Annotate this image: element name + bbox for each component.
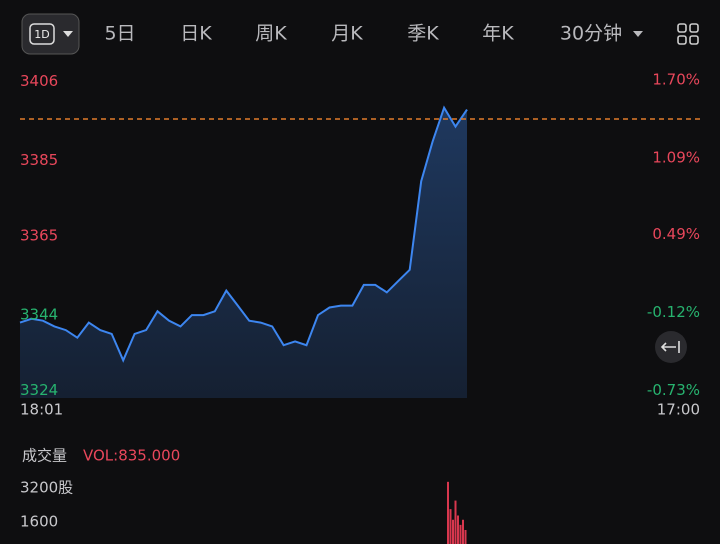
tab[interactable]: 年K bbox=[482, 23, 514, 45]
dropdown-caret bbox=[63, 31, 73, 37]
tab[interactable]: 季K bbox=[407, 23, 439, 45]
volume-bar bbox=[452, 519, 454, 544]
volume-bar bbox=[464, 529, 467, 544]
volume-title: 成交量 bbox=[22, 447, 67, 465]
y2-tick-label: -0.73% bbox=[647, 381, 700, 399]
y2-tick-label: -0.12% bbox=[647, 303, 700, 321]
area bbox=[20, 107, 467, 398]
price-line bbox=[19, 105, 468, 363]
tab[interactable]: 30分钟 bbox=[560, 23, 622, 45]
x-tick-label: 17:00 bbox=[657, 401, 700, 419]
y-tick-label: 3365 bbox=[20, 226, 58, 244]
y2-tick-label: 1.09% bbox=[652, 149, 700, 167]
volume-bar bbox=[454, 500, 457, 544]
y2-tick-label: 1.70% bbox=[652, 71, 700, 89]
tab[interactable]: 月K bbox=[331, 23, 363, 45]
volume-bar bbox=[462, 519, 464, 544]
tab[interactable]: 5日 bbox=[104, 23, 135, 45]
volume-bar bbox=[457, 515, 459, 544]
y-tick-label: 3324 bbox=[20, 381, 58, 399]
y-tick-label: 1600 bbox=[20, 512, 58, 530]
volume-value: VOL:835.000 bbox=[83, 447, 180, 465]
grid-icon[interactable] bbox=[677, 23, 699, 45]
y-tick-label: 3200股 bbox=[20, 478, 73, 496]
x-tick-label: 18:01 bbox=[20, 401, 63, 419]
y-tick-label: 3406 bbox=[20, 72, 58, 90]
tab[interactable]: 日K bbox=[180, 23, 212, 45]
y-tick-label: 3385 bbox=[20, 151, 58, 169]
volume-bar bbox=[459, 524, 462, 544]
volume-bar bbox=[449, 509, 452, 544]
volume-bar bbox=[447, 481, 449, 544]
collapse-icon bbox=[660, 341, 680, 353]
tab[interactable]: 周K bbox=[255, 23, 287, 45]
dropdown-caret bbox=[633, 31, 643, 37]
y2-tick-label: 0.49% bbox=[652, 225, 700, 243]
period-box bbox=[29, 23, 55, 45]
y-tick-label: 3344 bbox=[20, 306, 58, 324]
tab-active[interactable]: 1D bbox=[34, 28, 49, 41]
